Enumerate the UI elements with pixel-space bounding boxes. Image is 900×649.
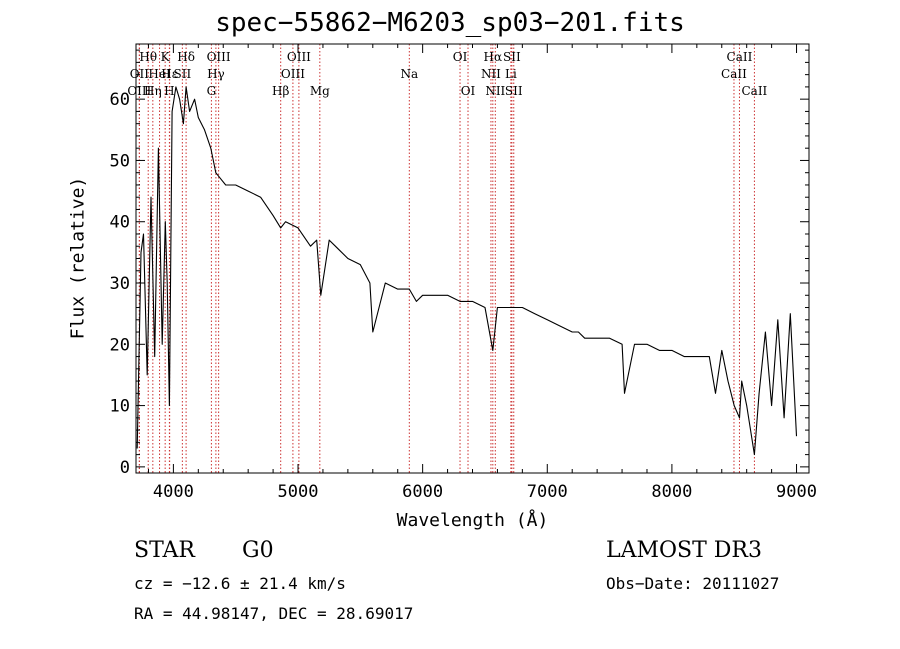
line-marker-label-7: Hε: [161, 67, 178, 81]
line-marker-label-2: OIII: [127, 84, 151, 98]
object-subclass: G0: [242, 538, 274, 563]
line-marker-label-19: OI: [461, 84, 476, 98]
redshift-line: cz = −12.6 ± 21.4 km/s: [134, 574, 346, 593]
x-axis-label: Wavelength (Å): [396, 510, 549, 531]
line-marker-label-15: OIII: [287, 50, 311, 64]
x-tick-label-5000: 5000: [278, 482, 319, 502]
line-marker-label-11: Hγ: [207, 67, 225, 81]
line-marker-label-4: HeI: [148, 67, 171, 81]
line-marker-label-8: Hδ: [177, 50, 195, 64]
y-axis-label: Flux (relative): [67, 176, 89, 340]
line-marker-label-12: OIII: [207, 50, 231, 64]
line-marker-label-13: Hβ: [272, 84, 289, 98]
y-tick-label-0: 0: [120, 458, 130, 478]
y-tick-label-10: 10: [110, 397, 130, 417]
x-tick-label-7000: 7000: [527, 482, 568, 502]
plot-frame: [135, 43, 810, 474]
y-tick-label-30: 30: [110, 274, 130, 294]
line-marker-label-6: H: [164, 84, 174, 98]
x-tick-label-4000: 4000: [153, 482, 194, 502]
flux-series-0: [136, 86, 798, 456]
x-tick-label-9000: 9000: [776, 482, 817, 502]
y-tick-label-60: 60: [110, 90, 130, 110]
y-tick-label-20: 20: [110, 335, 130, 355]
y-tick-label-50: 50: [110, 151, 130, 171]
ra-dec-coordinates: RA = 44.98147, DEC = 28.69017: [134, 604, 414, 623]
line-marker-label-23: Li: [505, 67, 517, 81]
line-marker-label-25: SII: [505, 84, 523, 98]
line-marker-label-27: CaII: [727, 50, 753, 64]
line-marker-label-26: CaII: [721, 67, 747, 81]
object-class: STAR: [134, 538, 195, 563]
observation-date: Obs−Date: 20111027: [606, 574, 780, 593]
line-marker-label-20: NII: [481, 67, 501, 81]
line-marker-label-22: NII: [485, 84, 505, 98]
line-marker-label-1: Hθ: [139, 50, 157, 64]
line-marker-label-5: K: [161, 50, 171, 64]
line-marker-label-0: OII: [130, 67, 150, 81]
line-marker-label-17: Na: [400, 67, 418, 81]
line-marker-label-9: SII: [174, 67, 192, 81]
line-marker-label-24: SII: [503, 50, 521, 64]
line-marker-label-28: CaII: [741, 84, 767, 98]
x-tick-label-8000: 8000: [651, 482, 692, 502]
line-marker-label-18: OI: [453, 50, 468, 64]
line-marker-label-16: Mg: [310, 84, 330, 98]
y-tick-label-40: 40: [110, 213, 130, 233]
survey-name: LAMOST DR3: [606, 538, 762, 563]
line-marker-label-21: Hα: [484, 50, 503, 64]
x-tick-label-6000: 6000: [402, 482, 443, 502]
line-marker-label-14: OIII: [281, 67, 305, 81]
chart-title: spec−55862−M6203_sp03−201.fits: [215, 8, 685, 38]
line-marker-label-3: Hη: [144, 84, 162, 98]
line-marker-label-10: G: [207, 84, 217, 98]
